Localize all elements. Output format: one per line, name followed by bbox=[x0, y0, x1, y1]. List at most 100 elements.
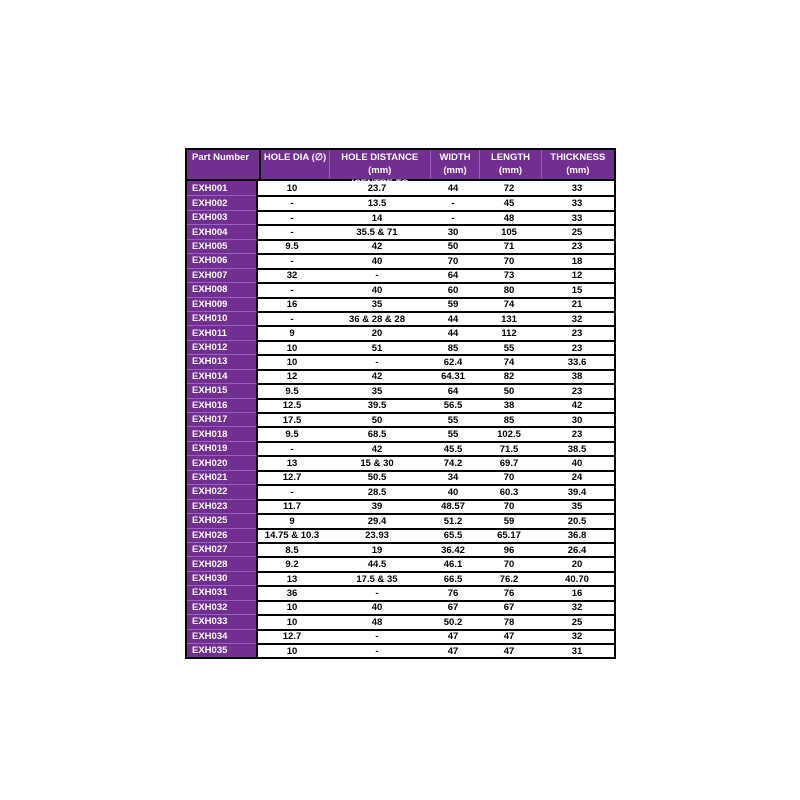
table-row: EXH034 12.7 - 47 47 32 bbox=[187, 628, 614, 643]
value-cell: 12 bbox=[286, 371, 298, 383]
value-cell: 14 bbox=[371, 212, 383, 224]
row-data-area: 9.5 42 50 71 23 bbox=[256, 238, 614, 254]
value-cell: 102.5 bbox=[497, 429, 521, 441]
value-cell: 24 bbox=[571, 472, 583, 484]
value-cell: 82 bbox=[503, 371, 515, 383]
part-number-cell: EXH023 bbox=[187, 498, 256, 514]
value-cell: 105 bbox=[501, 227, 517, 239]
value-cell: 60 bbox=[447, 284, 459, 296]
value-cell: 20 bbox=[571, 559, 583, 571]
value-cell: 15 bbox=[571, 284, 583, 296]
table-row: EXH030 13 17.5 & 35 66.5 76.2 40.70 bbox=[187, 570, 614, 586]
table-row: EXH008 - 40 60 80 15 bbox=[187, 282, 614, 297]
value-cell: 42 bbox=[371, 241, 383, 253]
part-number-cell: EXH018 bbox=[187, 426, 256, 441]
value-cell: 85 bbox=[503, 414, 515, 426]
value-cell: 50.2 bbox=[443, 616, 463, 628]
value-cell: 42 bbox=[371, 443, 383, 455]
part-number-cell: EXH011 bbox=[187, 325, 256, 340]
value-cell: - bbox=[375, 631, 379, 643]
value-cell: 96 bbox=[503, 544, 515, 556]
value-cell: 9.5 bbox=[285, 241, 299, 253]
value-cell: 64.31 bbox=[441, 371, 465, 383]
table-row: EXH015 9.5 35 64 50 23 bbox=[187, 383, 614, 398]
value-cell: 11.7 bbox=[283, 501, 301, 513]
value-cell: 59 bbox=[503, 515, 515, 527]
value-cell: - bbox=[451, 198, 455, 210]
header-sublabel: (mm) bbox=[566, 164, 590, 176]
value-cell: 36.42 bbox=[441, 544, 465, 556]
value-cell: 40 bbox=[371, 284, 383, 296]
value-cell: 56.5 bbox=[443, 400, 463, 412]
value-cell: 50 bbox=[503, 385, 515, 397]
row-data-area: 12 42 64.31 82 38 bbox=[256, 368, 614, 384]
part-number-cell: EXH035 bbox=[187, 643, 256, 658]
value-cell: 74 bbox=[503, 356, 515, 368]
parts-spec-table: Part Number HOLE DIA (∅) HOLE DISTANCE (… bbox=[185, 148, 616, 660]
value-cell: 34 bbox=[447, 472, 459, 484]
row-data-area: 10 48 50.2 78 25 bbox=[256, 614, 614, 629]
value-cell: 45 bbox=[503, 198, 515, 210]
row-data-area: 10 23.7 44 72 33 bbox=[256, 181, 614, 196]
row-data-area: 10 - 62.4 74 33.6 bbox=[256, 354, 614, 369]
value-cell: 29.4 bbox=[367, 515, 387, 527]
value-cell: 39 bbox=[371, 501, 383, 513]
value-cell: 12.7 bbox=[282, 631, 302, 643]
value-cell: 17.5 bbox=[282, 414, 302, 426]
part-number-cell: EXH034 bbox=[187, 628, 256, 643]
value-cell: 36 bbox=[286, 587, 298, 599]
part-number-cell: EXH002 bbox=[187, 195, 256, 210]
row-data-area: 36 - 76 76 16 bbox=[256, 585, 614, 600]
table-row: EXH028 9.2 44.5 46.1 70 20 bbox=[187, 556, 614, 571]
table-row: EXH016 12.5 39.5 56.5 38 42 bbox=[187, 397, 614, 412]
value-cell: 28.5 bbox=[367, 486, 387, 498]
value-cell: 69.7 bbox=[499, 458, 519, 470]
value-cell: 50 bbox=[371, 414, 383, 426]
value-cell: 30 bbox=[447, 227, 459, 239]
table-row: EXH011 9 20 44 112 23 bbox=[187, 325, 614, 340]
table-row: EXH027 8.5 19 36.42 96 26.4 bbox=[187, 541, 614, 557]
row-data-area: - 40 60 80 15 bbox=[256, 282, 614, 297]
part-number-cell: EXH009 bbox=[187, 296, 256, 311]
value-cell: 33 bbox=[571, 212, 583, 224]
part-number-cell: EXH030 bbox=[187, 570, 256, 586]
value-cell: 51 bbox=[371, 342, 383, 354]
table-row: EXH001 10 23.7 44 72 33 bbox=[187, 181, 614, 196]
value-cell: 131 bbox=[501, 313, 517, 325]
value-cell: 40 bbox=[571, 458, 583, 470]
row-data-area: - 40 70 70 18 bbox=[256, 253, 614, 268]
table-row: EXH020 13 15 & 30 74.2 69.7 40 bbox=[187, 455, 614, 470]
value-cell: 78 bbox=[503, 616, 515, 628]
value-cell: - bbox=[290, 255, 294, 267]
value-cell: 17.5 & 35 bbox=[356, 573, 398, 585]
value-cell: - bbox=[290, 227, 294, 239]
part-number-cell: EXH019 bbox=[187, 440, 256, 456]
part-number-cell: EXH001 bbox=[187, 181, 256, 196]
value-cell: 44 bbox=[447, 328, 459, 340]
value-cell: 60.3 bbox=[499, 486, 519, 498]
row-data-area: 32 - 64 73 12 bbox=[256, 267, 614, 283]
part-number-cell: EXH027 bbox=[187, 541, 256, 557]
table-row: EXH009 16 35 59 74 21 bbox=[187, 296, 614, 311]
value-cell: 55 bbox=[503, 342, 515, 354]
value-cell: 74 bbox=[503, 299, 515, 311]
value-cell: 23 bbox=[571, 429, 583, 441]
value-cell: 9.2 bbox=[285, 559, 299, 571]
value-cell: 64 bbox=[447, 385, 459, 397]
table-row: EXH031 36 - 76 76 16 bbox=[187, 585, 614, 600]
part-number-cell: EXH005 bbox=[187, 238, 256, 254]
value-cell: - bbox=[451, 212, 455, 224]
table-row: EXH012 10 51 85 55 23 bbox=[187, 339, 614, 355]
value-cell: 65.17 bbox=[497, 530, 521, 542]
value-cell: 40 bbox=[371, 602, 383, 614]
table-row: EXH021 12.7 50.5 34 70 24 bbox=[187, 469, 614, 485]
value-cell: 23 bbox=[571, 241, 583, 253]
value-cell: 33 bbox=[571, 182, 583, 194]
value-cell: 80 bbox=[503, 284, 515, 296]
header-cell-part-number: Part Number bbox=[187, 150, 259, 179]
header-label: HOLE DIA (∅) bbox=[263, 152, 327, 163]
part-number-cell: EXH015 bbox=[187, 383, 256, 398]
value-cell: 16 bbox=[571, 587, 583, 599]
value-cell: 15 & 30 bbox=[360, 458, 394, 470]
part-number-cell: EXH028 bbox=[187, 556, 256, 571]
